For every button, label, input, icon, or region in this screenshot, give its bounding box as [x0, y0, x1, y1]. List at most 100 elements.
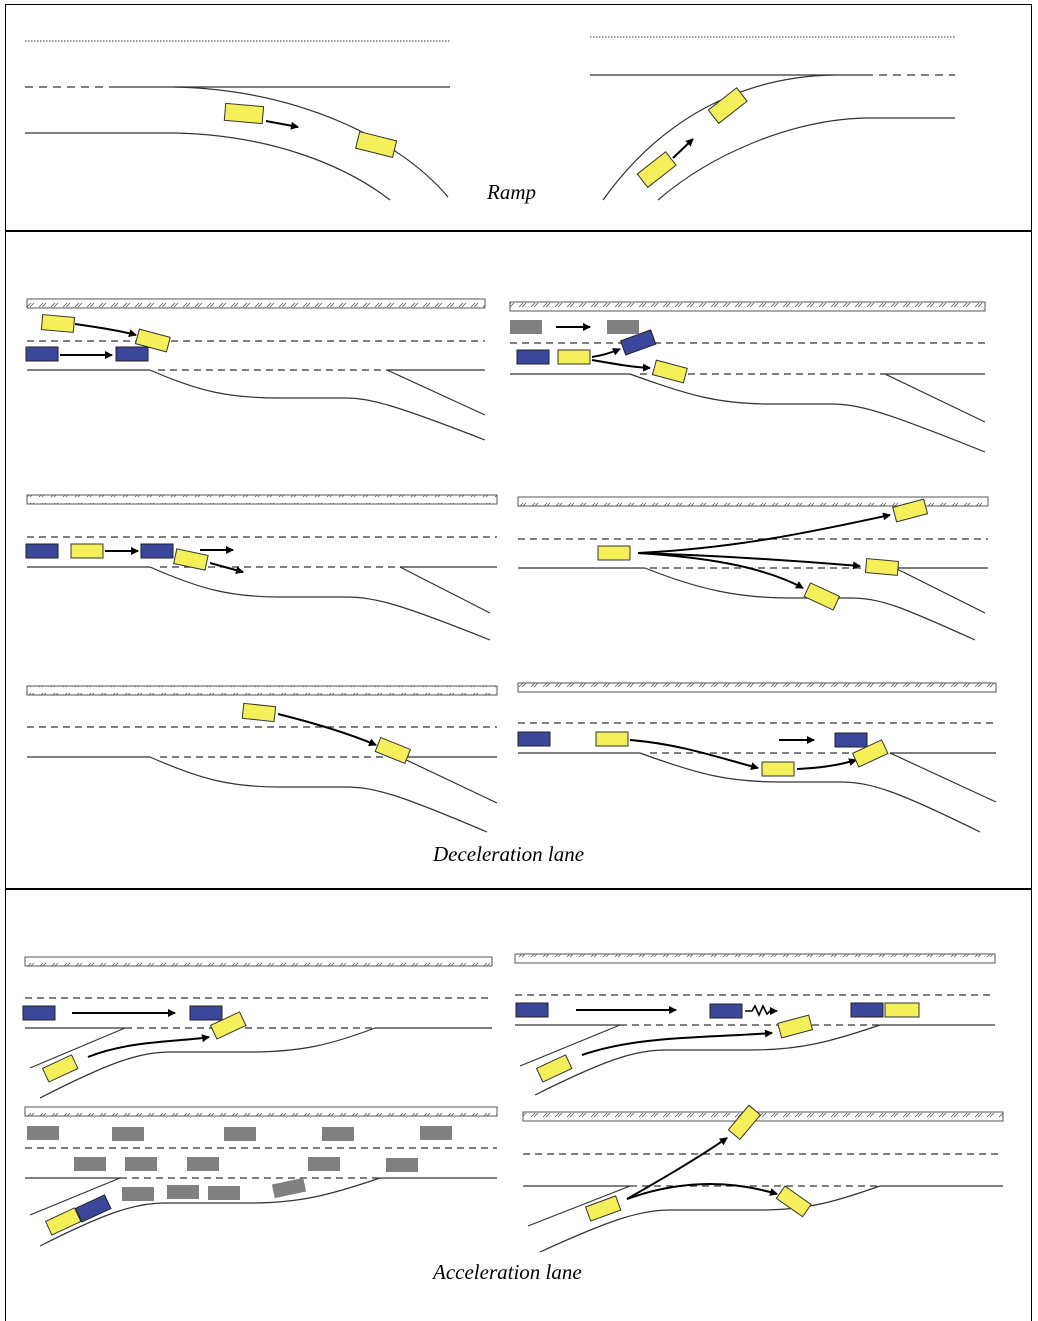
- subject-vehicle: [134, 328, 171, 353]
- subject-vehicle: [892, 498, 929, 523]
- ramp-merge-vehicles: [636, 87, 748, 189]
- subject-vehicle: [636, 151, 677, 189]
- barrier: [514, 953, 996, 964]
- gray-vehicle: [271, 1177, 307, 1199]
- blue-vehicle: [25, 543, 59, 559]
- subject-vehicle: [241, 702, 277, 723]
- motion-arrow: [87, 1034, 210, 1058]
- subject-vehicle: [41, 1054, 79, 1083]
- gray-vehicle: [607, 320, 639, 334]
- subject-vehicle: [803, 582, 841, 611]
- motion-arrow: [626, 1137, 728, 1200]
- gray-vehicle: [112, 1127, 144, 1141]
- ramp-panel: [5, 4, 1032, 232]
- gray-vehicle: [27, 1126, 59, 1140]
- motion-arrow: [637, 552, 804, 589]
- accel-scene-1: [22, 956, 493, 1099]
- decel-scene-4: [517, 496, 989, 641]
- zigzag-arrow: [745, 1004, 778, 1017]
- motion-arrow: [591, 348, 621, 358]
- motion-arrow: [277, 713, 377, 746]
- subject-vehicle: [374, 736, 412, 765]
- subject-vehicle: [557, 349, 591, 365]
- blue-vehicle: [516, 349, 550, 365]
- gray-vehicle: [167, 1185, 199, 1199]
- blue-vehicle: [517, 731, 551, 747]
- gray-vehicle: [125, 1157, 157, 1171]
- gray-vehicle: [74, 1157, 106, 1171]
- blue-vehicle: [115, 346, 149, 362]
- blue-vehicle: [515, 1002, 549, 1018]
- subject-vehicle: [597, 545, 631, 561]
- barrier: [509, 301, 986, 312]
- barrier: [517, 682, 997, 693]
- subject-vehicle: [223, 102, 265, 125]
- subject-vehicle: [884, 1002, 920, 1018]
- subject-vehicle: [595, 731, 629, 747]
- accel-scene-3: [24, 1106, 498, 1247]
- ramp-diverge-scene: [25, 40, 450, 201]
- barrier: [26, 685, 498, 696]
- blue-vehicle: [619, 329, 657, 356]
- gray-vehicle: [208, 1186, 240, 1200]
- blue-vehicle: [850, 1002, 884, 1018]
- subject-vehicle: [535, 1054, 573, 1083]
- gray-vehicle: [420, 1126, 452, 1140]
- blue-vehicle: [74, 1194, 112, 1223]
- motion-arrow: [672, 138, 694, 159]
- blue-vehicle: [709, 1003, 743, 1019]
- motion-arrow: [796, 758, 857, 770]
- decel-scene-6: [517, 682, 997, 833]
- subject-vehicle: [851, 739, 889, 768]
- acceleration-lane-caption: Acceleration lane: [433, 1260, 582, 1284]
- gray-vehicle: [122, 1187, 154, 1201]
- motion-arrow: [74, 323, 137, 337]
- gray-vehicle: [308, 1157, 340, 1171]
- barrier: [26, 494, 498, 505]
- motion-arrow: [591, 359, 651, 372]
- decel-scene-3: [25, 494, 498, 641]
- motion-arrow: [209, 562, 244, 575]
- ramp-diverge-vehicles: [223, 102, 398, 158]
- blue-vehicle: [834, 732, 868, 748]
- accel-scene-2: [514, 953, 996, 1096]
- blue-vehicle: [140, 543, 174, 559]
- subject-vehicle: [44, 1207, 82, 1236]
- decel-scene-2: [509, 301, 986, 453]
- barrier: [522, 1111, 1004, 1122]
- barrier: [24, 956, 493, 967]
- subject-vehicle: [651, 359, 688, 384]
- motion-arrow: [637, 512, 891, 554]
- subject-vehicle: [173, 548, 209, 571]
- blue-vehicle: [25, 346, 59, 362]
- gray-vehicle: [322, 1127, 354, 1141]
- subject-vehicle: [40, 314, 76, 333]
- motion-arrow: [265, 120, 299, 130]
- subject-vehicle: [775, 1185, 812, 1218]
- ramp-caption: Ramp: [487, 180, 536, 204]
- gray-vehicle: [510, 320, 542, 334]
- subject-vehicle: [761, 761, 795, 777]
- deceleration-lane-panel: [5, 230, 1032, 890]
- decel-scene-5: [26, 685, 498, 833]
- motion-arrow: [626, 1183, 778, 1200]
- blue-vehicle: [189, 1005, 223, 1021]
- subject-vehicle: [727, 1104, 762, 1141]
- gray-vehicle: [224, 1127, 256, 1141]
- subject-vehicle: [707, 87, 748, 125]
- subject-vehicle: [777, 1014, 814, 1039]
- accel-scene-4: [522, 1104, 1004, 1253]
- subject-vehicle: [70, 543, 104, 559]
- subject-vehicle: [355, 131, 398, 158]
- motion-arrow: [629, 739, 759, 771]
- subject-vehicle: [209, 1011, 247, 1040]
- motion-arrow: [581, 1029, 773, 1056]
- acceleration-lane-panel: [5, 888, 1032, 1321]
- barrier: [26, 298, 486, 309]
- ramp-merge-scene: [590, 36, 955, 201]
- subject-vehicle: [584, 1195, 622, 1222]
- blue-vehicle: [22, 1005, 56, 1021]
- decel-scene-1: [25, 298, 486, 441]
- barrier: [24, 1106, 498, 1117]
- deceleration-lane-caption: Deceleration lane: [433, 842, 585, 866]
